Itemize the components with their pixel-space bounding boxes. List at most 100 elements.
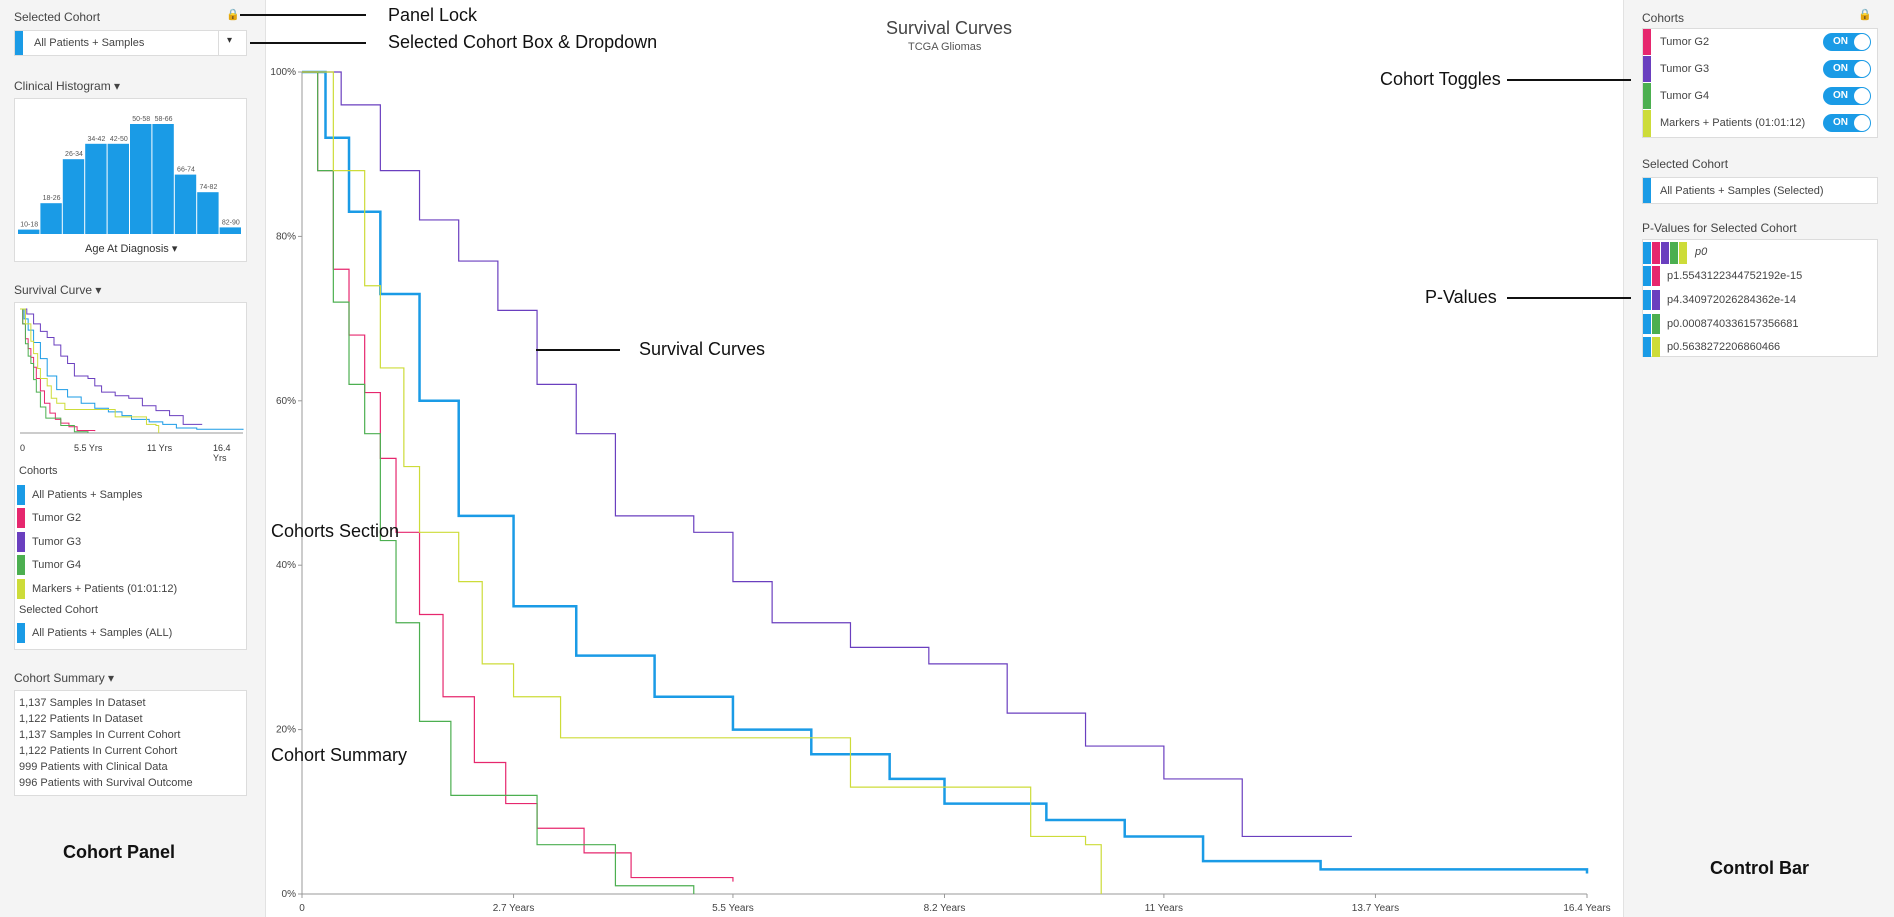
cohort-swatch — [1643, 83, 1651, 109]
cohorts-label: Cohorts — [19, 465, 58, 477]
cohort-toggle-row: Tumor G2 ON — [1643, 29, 1877, 55]
pvalue-row: p0.0008740336157356681 — [1643, 312, 1877, 336]
summary-line: 1,137 Samples In Dataset — [19, 697, 146, 709]
cohort-toggle[interactable]: ON — [1823, 87, 1871, 105]
summary-line: 996 Patients with Survival Outcome — [19, 777, 193, 789]
histogram-bin-label: 58-66 — [155, 116, 173, 123]
x-tick-label: 2.7 Years — [493, 903, 535, 914]
cohort-item[interactable]: All Patients + Samples — [17, 485, 245, 505]
annotation-selected-cohort-box: Selected Cohort Box & Dropdown — [388, 32, 658, 52]
y-tick-label: 60% — [276, 396, 296, 407]
cohort-item-label: Markers + Patients (01:01:12) — [32, 583, 178, 595]
cohort-summary-box: 1,137 Samples In Dataset 1,122 Patients … — [14, 690, 247, 796]
cohort-item-label: Tumor G2 — [32, 512, 82, 524]
cohort-item-label: All Patients + Samples — [32, 489, 143, 501]
mini-curve-series — [20, 308, 160, 433]
histogram-bar — [62, 159, 85, 234]
annotation-line — [536, 349, 620, 351]
annotation-survival-curves: Survival Curves — [639, 339, 766, 359]
age-histogram[interactable]: 10-18 18-26 26-34 34-42 42-50 50-58 58-66 66-74… — [15, 99, 246, 261]
cohort-item-label: Tumor G3 — [32, 536, 82, 548]
histogram-bin-label: 66-74 — [177, 167, 195, 174]
cohort-item[interactable]: Tumor G3 — [17, 532, 245, 552]
cohort-item[interactable]: Tumor G4 — [17, 555, 245, 575]
histogram-bar — [107, 143, 129, 234]
y-tick-label: 40% — [276, 560, 296, 571]
mini-survival-chart[interactable] — [15, 303, 246, 453]
mini-survival-box: 0 5.5 Yrs 11 Yrs 16.4 Yrs Cohorts All Pa… — [14, 302, 247, 650]
mini-tick: 0 — [20, 443, 26, 453]
cohort-swatch — [17, 532, 25, 552]
histogram-bin-label: 34-42 — [87, 136, 105, 143]
histogram-bar — [152, 124, 174, 234]
annotation-line — [1507, 297, 1631, 299]
pvalue-row: p0.5638272206860466 — [1643, 336, 1877, 358]
cohort-item-label: Tumor G4 — [32, 559, 82, 571]
survival-curve-series — [302, 71, 695, 894]
lock-icon[interactable]: 🔒 — [226, 9, 240, 21]
mini-curve-series — [20, 308, 244, 430]
pvalue-text: p4.340972026284362e-14 — [1667, 294, 1797, 306]
cohort-color-swatch — [15, 31, 23, 55]
clinical-histogram-label[interactable]: Clinical Histogram ▾ — [14, 79, 121, 93]
pvalues-box: p0 p1.5543122344752192e-15 p4.3409720262… — [1642, 239, 1878, 357]
cohort-toggle[interactable]: ON — [1823, 114, 1871, 132]
x-tick-label: 11 Years — [1145, 903, 1183, 914]
selected-cohort-sub-item[interactable]: All Patients + Samples (ALL) — [17, 623, 245, 643]
survival-curve-series — [302, 71, 1352, 838]
cohort-toggle-label: Tumor G3 — [1660, 63, 1710, 75]
cohort-toggle[interactable]: ON — [1823, 60, 1871, 78]
cohort-toggle-label: Markers + Patients (01:01:12) — [1660, 117, 1806, 129]
histogram-bin-label: 74-82 — [199, 184, 217, 191]
histogram-axis-label[interactable]: Age At Diagnosis ▾ — [85, 243, 178, 255]
cohort-toggle[interactable]: ON — [1823, 33, 1871, 51]
annotation-line — [250, 42, 366, 44]
histogram-bar — [40, 203, 62, 234]
y-tick-label: 80% — [276, 231, 296, 242]
x-tick-label: 13.7 Years — [1352, 903, 1399, 914]
dropdown-caret-icon[interactable]: ▾ — [227, 35, 233, 46]
pvalue-row: p0 — [1643, 240, 1877, 264]
lock-icon[interactable]: 🔒 — [1858, 9, 1872, 21]
histogram-bin-label: 82-90 — [222, 219, 240, 226]
cohort-toggle-row: Markers + Patients (01:01:12) ON — [1643, 110, 1877, 137]
cohort-swatch — [17, 555, 25, 575]
y-tick-label: 100% — [270, 67, 296, 78]
survival-curve-series — [302, 70, 1589, 874]
histogram-bin-label: 26-34 — [65, 151, 83, 158]
survival-curve-label[interactable]: Survival Curve ▾ — [14, 283, 102, 297]
control-bar: Cohorts 🔒 Tumor G2 ON Tumor G3 ON Tumor … — [1623, 0, 1894, 917]
survival-curves-chart[interactable]: 100% 80% 60% 40% 20% 0%0 2.7 Years 5.5 Years 8.2… — [266, 60, 1623, 917]
mini-tick: 11 Yrs — [147, 443, 173, 453]
cohort-toggle-label: Tumor G2 — [1660, 36, 1710, 48]
selected-cohort-label: Selected Cohort — [14, 10, 101, 24]
annotation-cohort-panel: Cohort Panel — [63, 842, 176, 862]
summary-line: 1,122 Patients In Dataset — [19, 713, 143, 725]
cohort-toggle-label: Tumor G4 — [1660, 90, 1710, 102]
cohort-swatch — [17, 485, 25, 505]
selected-cohort-box[interactable]: All Patients + Samples (Selected) — [1642, 177, 1878, 204]
selected-cohort-value: All Patients + Samples (Selected) — [1660, 185, 1824, 197]
histogram-bar — [130, 124, 152, 234]
histogram-bar — [174, 174, 197, 234]
summary-line: 1,122 Patients In Current Cohort — [19, 745, 178, 757]
cohort-item[interactable]: Markers + Patients (01:01:12) — [17, 579, 245, 599]
pvalue-row: p1.5543122344752192e-15 — [1643, 264, 1877, 288]
clinical-histogram-box: 10-18 18-26 26-34 34-42 42-50 50-58 58-66 66-74… — [14, 98, 247, 262]
histogram-bin-label: 10-18 — [20, 222, 38, 229]
mini-curve-series — [20, 308, 96, 432]
mini-tick: 5.5 Yrs — [74, 443, 103, 453]
x-tick-label: 16.4 Years — [1563, 903, 1610, 914]
annotation-panel-lock: Panel Lock — [388, 5, 478, 25]
annotation-p-values: P-Values — [1425, 287, 1497, 307]
y-tick-label: 20% — [276, 725, 296, 736]
annotation-line — [240, 14, 366, 16]
cohort-summary-label[interactable]: Cohort Summary ▾ — [14, 671, 115, 685]
histogram-bar — [18, 229, 40, 234]
cohort-item[interactable]: Tumor G2 — [17, 508, 245, 528]
cohort-toggle-row: Tumor G3 ON — [1643, 56, 1877, 82]
chart-title: Survival Curves — [886, 18, 1013, 38]
selected-cohort-box[interactable]: All Patients + Samples ▾ — [14, 30, 247, 56]
cohorts-label: Cohorts — [1642, 11, 1685, 25]
cohort-toggles-box: Tumor G2 ON Tumor G3 ON Tumor G4 ON Mark… — [1642, 28, 1878, 138]
